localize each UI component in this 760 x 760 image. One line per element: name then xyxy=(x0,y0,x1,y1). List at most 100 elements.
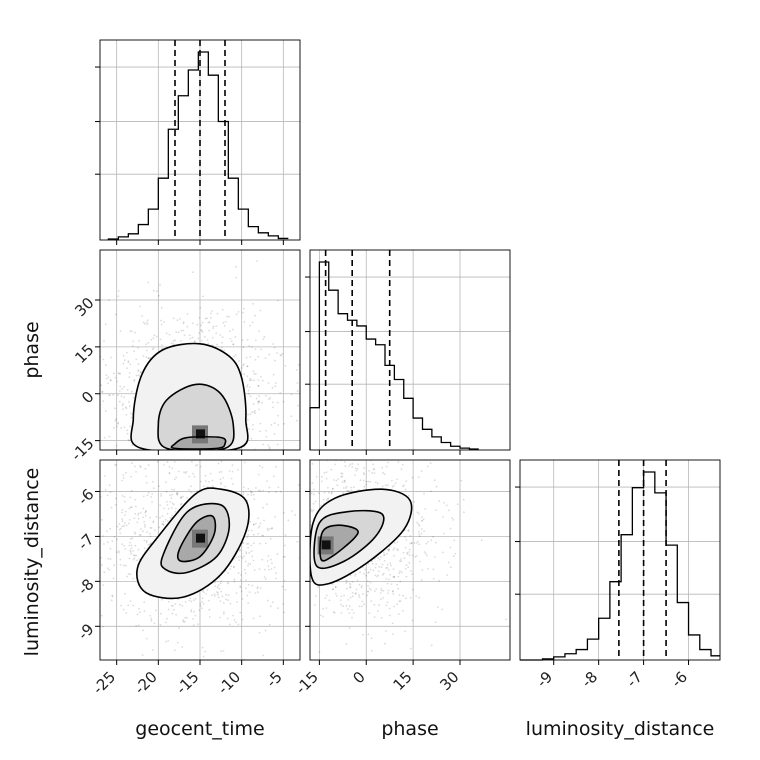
panel-geocent-time-vs-luminosity-distance-point xyxy=(239,611,242,614)
panel-geocent-time-vs-phase-point xyxy=(123,396,126,399)
panel-geocent-time-vs-luminosity-distance-point xyxy=(128,557,131,560)
panel-geocent-time-vs-luminosity-distance-point xyxy=(261,534,264,537)
panel-geocent-time-vs-luminosity-distance-point xyxy=(209,472,212,475)
panel-geocent-time-vs-luminosity-distance-point xyxy=(248,591,251,594)
panel-geocent-time-vs-luminosity-distance-point xyxy=(123,564,125,567)
panel-phase-vs-luminosity-distance-point xyxy=(348,582,351,585)
panel-phase-vs-luminosity-distance-point xyxy=(306,555,308,557)
panel-phase-vs-luminosity-distance-point xyxy=(292,559,294,561)
panel-geocent-time-vs-luminosity-distance-point xyxy=(284,555,286,558)
panel-geocent-time-vs-luminosity-distance-point xyxy=(152,487,155,489)
panel-geocent-time-vs-phase-point xyxy=(163,321,165,323)
panel-geocent-time-vs-phase-point xyxy=(93,374,95,376)
panel-geocent-time-vs-luminosity-distance-point xyxy=(219,478,222,481)
panel-phase-vs-luminosity-distance-point xyxy=(334,463,337,466)
panel-geocent-time-vs-phase-point xyxy=(147,281,150,284)
panel-geocent-time-vs-luminosity-distance-point xyxy=(59,458,61,460)
panel-geocent-time-vs-luminosity-distance-contour-1 xyxy=(160,502,231,575)
panel-geocent-time-vs-phase-point xyxy=(256,495,258,497)
panel-phase-vs-luminosity-distance-point xyxy=(418,596,420,599)
panel-geocent-time-vs-luminosity-distance-point xyxy=(219,582,222,585)
panel-geocent-time-vs-phase-point xyxy=(199,306,202,309)
panel-geocent-time-vs-luminosity-distance-point xyxy=(199,480,202,483)
panel-phase-vs-luminosity-distance-point xyxy=(388,607,391,610)
panel-geocent-time-vs-luminosity-distance-point xyxy=(199,604,202,607)
panel-geocent-time-vs-phase-point xyxy=(224,451,226,453)
panel-geocent-time-vs-phase-point xyxy=(71,435,73,437)
panel-geocent-time-vs-luminosity-distance-point xyxy=(160,493,163,495)
panel-phase-vs-luminosity-distance-point xyxy=(408,548,411,551)
panel-geocent-time-vs-phase-point xyxy=(168,223,170,225)
panel-geocent-time-vs-phase-point xyxy=(175,331,178,333)
panel-geocent-time-vs-luminosity-distance-point xyxy=(225,593,228,596)
panel-geocent-time-vs-phase-point xyxy=(201,462,203,464)
panel-geocent-time-vs-luminosity-distance-point xyxy=(211,594,213,596)
panel-geocent-time-vs-luminosity-distance-point xyxy=(150,619,153,622)
panel-geocent-time-vs-phase-point xyxy=(263,335,266,338)
panel-geocent-time-vs-phase-point xyxy=(228,315,230,318)
panel-phase-vs-luminosity-distance-point xyxy=(376,482,379,485)
panel-geocent-time-vs-luminosity-distance-point xyxy=(258,465,261,467)
panel-geocent-time-vs-luminosity-distance-point xyxy=(145,510,147,512)
panel-geocent-time-vs-phase-point xyxy=(249,324,252,327)
panel-phase-vs-luminosity-distance-point xyxy=(365,483,367,486)
panel-phase-vs-luminosity-distance-point xyxy=(426,465,429,468)
panel-phase-vs-luminosity-distance-point xyxy=(352,595,354,598)
panel-phase-vs-luminosity-distance-point xyxy=(385,604,388,606)
panel-phase-vs-luminosity-distance-point xyxy=(367,563,370,565)
panel-phase-vs-luminosity-distance-point xyxy=(264,505,266,507)
panel-geocent-time-vs-phase-point xyxy=(117,394,119,397)
panel-geocent-time-vs-phase-point xyxy=(246,384,249,386)
panel-geocent-time-vs-luminosity-distance-point xyxy=(88,524,90,526)
panel-phase-vs-luminosity-distance-point xyxy=(418,512,420,515)
panel-phase-vs-luminosity-distance-point xyxy=(302,525,304,527)
panel-phase-vs-luminosity-distance-point xyxy=(306,514,308,516)
panel-geocent-time-vs-luminosity-distance-point xyxy=(151,501,153,503)
panel-geocent-time-vs-phase-point xyxy=(182,322,185,325)
panel-geocent-time-vs-luminosity-distance-point xyxy=(271,527,274,529)
panel-phase-vs-luminosity-distance-point xyxy=(381,466,384,469)
panel-geocent-time-vs-luminosity-distance-point xyxy=(244,560,247,563)
panel-geocent-time-vs-luminosity-distance-point xyxy=(257,591,259,594)
panel-phase-vs-luminosity-distance-point xyxy=(388,548,390,551)
panel-geocent-time-vs-luminosity-distance-point xyxy=(121,511,123,514)
panel-phase-vs-luminosity-distance-point xyxy=(418,535,421,538)
panel-geocent-time-vs-phase-point xyxy=(216,312,219,315)
panel-geocent-time-vs-luminosity-distance-point xyxy=(167,507,170,510)
panel-geocent-time-vs-luminosity-distance-point xyxy=(146,531,149,533)
panel-geocent-time-vs-phase-point xyxy=(97,442,99,444)
panel-geocent-time-vs-phase-point xyxy=(172,340,175,342)
panel-geocent-time-vs-phase-point xyxy=(216,452,218,454)
panel-geocent-time-vs-luminosity-distance-point xyxy=(150,617,153,620)
panel-geocent-time-vs-phase-point xyxy=(113,427,115,429)
panel-geocent-time-vs-luminosity-distance-point xyxy=(138,558,141,560)
panel-phase-vs-luminosity-distance-point xyxy=(454,552,457,555)
panel-phase-vs-luminosity-distance-point xyxy=(364,396,366,398)
panel-phase-vs-luminosity-distance-point xyxy=(405,564,408,567)
panel-phase-vs-luminosity-distance-point xyxy=(407,530,410,533)
panel-phase-vs-luminosity-distance-point xyxy=(391,590,394,593)
panel-geocent-time-vs-phase-point xyxy=(261,488,263,490)
panel-geocent-time-vs-phase-point xyxy=(276,443,279,446)
panel-geocent-time-vs-phase-point xyxy=(200,324,203,327)
panel-phase-vs-luminosity-distance-point xyxy=(344,487,347,489)
panel-geocent-time-vs-phase-point xyxy=(44,403,46,405)
panel-geocent-time-vs-phase-point xyxy=(248,454,250,456)
panel-phase-vs-luminosity-distance-point xyxy=(402,551,405,554)
panel-phase-vs-luminosity-distance-point xyxy=(323,498,325,501)
panel-phase-vs-luminosity-distance-point xyxy=(297,520,299,522)
ytick-label-phase-3: 30 xyxy=(71,294,97,320)
panel-geocent-time-vs-phase-point xyxy=(221,341,223,344)
panel-phase-vs-luminosity-distance-point xyxy=(324,597,327,600)
panel-geocent-time-vs-luminosity-distance-point xyxy=(205,480,207,482)
panel-phase-vs-luminosity-distance-point xyxy=(345,582,348,584)
panel-geocent-time-vs-luminosity-distance-point xyxy=(211,479,214,482)
panel-phase-vs-luminosity-distance-point xyxy=(308,524,310,526)
panel-geocent-time-vs-luminosity-distance-point xyxy=(204,474,207,477)
panel-geocent-time-vs-phase-point xyxy=(159,473,161,475)
panel-geocent-time-vs-luminosity-distance-point xyxy=(262,489,264,492)
panel-geocent-time-vs-luminosity-distance-point xyxy=(219,616,222,619)
panel-geocent-time-vs-luminosity-distance-point xyxy=(102,535,104,537)
panel-phase-vs-luminosity-distance-point xyxy=(371,562,374,565)
panel-phase-vs-luminosity-distance-point xyxy=(408,554,411,556)
